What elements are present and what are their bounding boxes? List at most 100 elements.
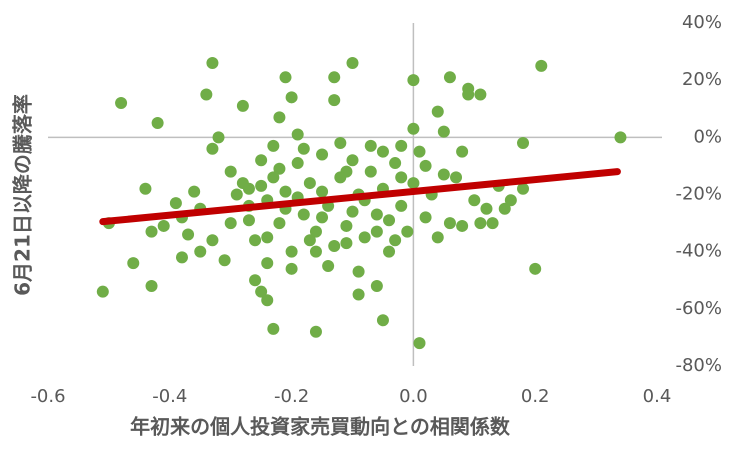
point: [249, 234, 262, 247]
point: [431, 105, 444, 118]
y-tick-label: 20%: [682, 69, 722, 90]
point: [517, 182, 530, 195]
x-tick-label: -0.2: [274, 386, 309, 407]
point: [346, 154, 359, 167]
point: [273, 217, 286, 230]
point: [182, 228, 195, 241]
point: [413, 337, 426, 350]
point: [224, 217, 237, 230]
point: [334, 171, 347, 184]
point: [437, 125, 450, 138]
point: [504, 194, 517, 207]
point: [322, 259, 335, 272]
point: [285, 91, 298, 104]
point: [285, 245, 298, 258]
point: [413, 145, 426, 158]
point: [309, 245, 322, 258]
point: [468, 194, 481, 207]
point: [188, 185, 201, 198]
point: [419, 211, 432, 224]
point: [242, 214, 255, 227]
point: [285, 262, 298, 275]
point: [303, 177, 316, 190]
point: [383, 245, 396, 258]
point: [340, 237, 353, 250]
point: [334, 137, 347, 150]
y-tick-label: -80%: [675, 355, 722, 376]
point: [389, 157, 402, 170]
point: [206, 234, 219, 247]
point: [194, 245, 207, 258]
point: [127, 257, 140, 270]
point: [370, 208, 383, 221]
point: [145, 225, 158, 238]
point: [316, 185, 329, 198]
point: [297, 142, 310, 155]
point: [407, 122, 420, 135]
point: [291, 157, 304, 170]
point: [261, 257, 274, 270]
point: [535, 59, 548, 72]
x-axis-title: 年初来の個人投資家売買動向との相関係数: [130, 415, 511, 439]
point: [267, 322, 280, 335]
point: [376, 145, 389, 158]
point: [96, 285, 109, 298]
point: [328, 71, 341, 84]
point: [614, 131, 627, 144]
point: [279, 71, 292, 84]
point: [255, 285, 268, 298]
point: [443, 217, 456, 230]
point: [224, 165, 237, 178]
y-tick-label: 40%: [682, 12, 722, 33]
point: [309, 225, 322, 238]
y-tick-label: -20%: [675, 184, 722, 205]
point: [443, 71, 456, 84]
point: [169, 197, 182, 210]
point: [474, 217, 487, 230]
point: [352, 288, 365, 301]
point: [255, 179, 268, 192]
point: [267, 171, 280, 184]
point: [346, 205, 359, 218]
point: [309, 325, 322, 338]
point: [370, 279, 383, 292]
point: [352, 265, 365, 278]
point: [370, 225, 383, 238]
point: [115, 97, 128, 110]
point: [328, 239, 341, 252]
point: [498, 202, 511, 215]
point: [255, 154, 268, 167]
trend-line: [99, 168, 621, 226]
point: [212, 131, 225, 144]
point: [395, 199, 408, 212]
point: [364, 139, 377, 152]
point: [291, 128, 304, 141]
point: [376, 314, 389, 327]
point: [151, 117, 164, 130]
point: [456, 219, 469, 232]
point: [316, 148, 329, 161]
point: [474, 88, 487, 101]
point: [462, 88, 475, 101]
point: [340, 219, 353, 232]
point: [230, 188, 243, 201]
point: [303, 234, 316, 247]
point: [395, 171, 408, 184]
point: [261, 231, 274, 244]
point: [139, 182, 152, 195]
point: [419, 159, 432, 172]
y-tick-label: -40%: [675, 241, 722, 262]
point: [450, 171, 463, 184]
point: [401, 225, 414, 238]
point: [175, 251, 188, 264]
point: [157, 219, 170, 232]
point: [279, 185, 292, 198]
x-tick-label: -0.6: [30, 386, 65, 407]
point: [346, 57, 359, 70]
y-tick-label: -60%: [675, 298, 722, 319]
point: [273, 111, 286, 124]
point: [437, 168, 450, 181]
point: [218, 254, 231, 267]
point: [249, 274, 262, 287]
